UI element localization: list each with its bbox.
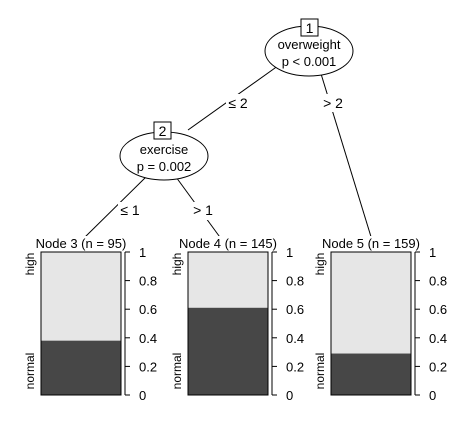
axis-tick-label-5-4: 0.8	[429, 274, 447, 289]
axis-tick-label-4-0: 0	[286, 388, 293, 403]
axis-tick-label-5-1: 0.2	[429, 359, 447, 374]
class-label-normal-5: normal	[313, 353, 327, 390]
bar-high-4	[188, 252, 268, 308]
bar-high-5	[331, 252, 411, 354]
axis-tick-label-3-5: 1	[139, 245, 146, 260]
bar-normal-3	[41, 340, 121, 395]
axis-tick-label-4-5: 1	[286, 245, 293, 260]
terminal-title-bg-5	[323, 236, 429, 251]
axis-tick-label-4-3: 0.6	[286, 302, 304, 317]
svg-text:≤ 1: ≤ 1	[120, 202, 140, 218]
bar-frame-3	[40, 251, 122, 396]
node-pvalue-2: p = 0.002	[137, 159, 192, 174]
axis-tick-label-5-0: 0	[429, 388, 436, 403]
axis-tick-label-3-0: 0	[139, 388, 146, 403]
terminal-title-5: Node 5 (n = 159)	[322, 236, 420, 251]
axis-tick-label-3-3: 0.6	[139, 302, 157, 317]
node-variable-1: overweight	[278, 37, 341, 52]
inner-node-2: 2 exercise p = 0.002	[119, 121, 209, 181]
node-id-1: 1	[306, 20, 314, 36]
inner-node-1: 1 overweight p < 0.001	[264, 18, 354, 77]
node-id-box-2	[153, 121, 172, 140]
axis-tick-label-5-3: 0.6	[429, 302, 447, 317]
class-label-high-4: high	[170, 253, 184, 276]
bar-frame-5	[330, 251, 412, 396]
node-variable-2: exercise	[140, 142, 188, 157]
terminal-title-bg-4	[180, 236, 286, 251]
edge-label-1-2: ≤ 2	[226, 94, 250, 112]
class-label-high-5: high	[313, 253, 327, 276]
bar-normal-4	[188, 307, 268, 395]
class-label-normal-3: normal	[23, 353, 37, 390]
node-pvalue-1: p < 0.001	[282, 54, 337, 69]
axis-tick-label-4-4: 0.8	[286, 274, 304, 289]
edge-2-3	[81, 174, 149, 241]
class-label-normal-4: normal	[170, 353, 184, 390]
terminal-title-bg-3	[33, 236, 139, 251]
svg-text:≤ 2: ≤ 2	[228, 95, 248, 111]
axis-tick-label-4-2: 0.4	[286, 331, 304, 346]
edge-label-1-5: > 2	[321, 94, 345, 112]
axis-tick-label-5-2: 0.4	[429, 331, 447, 346]
bar-frame-4	[187, 251, 269, 396]
edge-label-2-3: ≤ 1	[118, 202, 142, 220]
axis-tick-label-3-4: 0.8	[139, 274, 157, 289]
svg-text:> 2: > 2	[323, 95, 343, 111]
bar-normal-5	[331, 353, 411, 395]
axis-tick-label-4-1: 0.2	[286, 359, 304, 374]
node-id-2: 2	[159, 123, 167, 139]
edge-1-5	[317, 63, 373, 241]
terminal-nodes: Node 3 (n = 95)highnormal00.20.40.60.81N…	[23, 236, 447, 403]
node-id-box-1	[300, 18, 319, 37]
axis-tick-label-5-5: 1	[429, 245, 436, 260]
terminal-title-3: Node 3 (n = 95)	[36, 236, 127, 251]
edge-label-2-4: > 1	[191, 202, 215, 220]
svg-text:> 1: > 1	[193, 202, 213, 218]
class-label-high-3: high	[23, 253, 37, 276]
bar-high-3	[41, 252, 121, 341]
terminal-title-4: Node 4 (n = 145)	[179, 236, 277, 251]
axis-tick-label-3-2: 0.4	[139, 331, 157, 346]
axis-tick-label-3-1: 0.2	[139, 359, 157, 374]
